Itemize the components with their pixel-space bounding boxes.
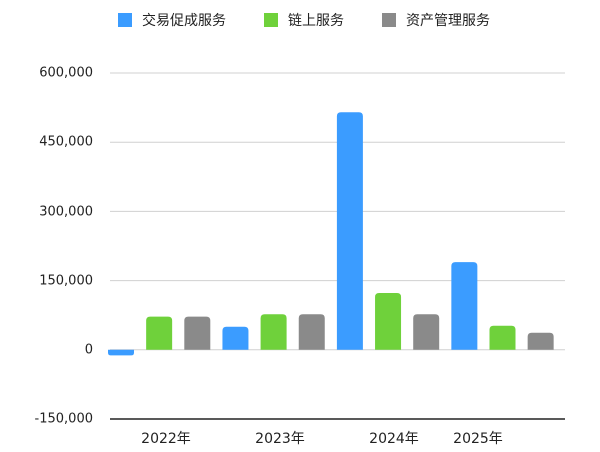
y-tick-label: 300,000 (39, 204, 93, 220)
legend-item-series-1: 交易促成服务 (118, 10, 226, 30)
legend-label-series-3: 资产管理服务 (406, 13, 490, 29)
bar-2-2 (260, 314, 287, 350)
y-tick-label: 150,000 (39, 273, 93, 289)
y-tick-label: 600,000 (39, 65, 93, 81)
bar-2-1 (146, 316, 173, 350)
bar-2-4 (489, 325, 516, 350)
legend-label-series-1: 交易促成服务 (142, 13, 226, 29)
x-tick-label: 2023年 (255, 431, 305, 447)
legend-item-series-3: 资产管理服务 (382, 10, 490, 30)
x-tick-label: 2025年 (453, 431, 503, 447)
x-tick-label: 2022年 (141, 431, 191, 447)
bar-1-2 (222, 326, 249, 350)
bar-1-4 (451, 262, 478, 350)
bar-3-3 (413, 314, 440, 350)
bar-3-2 (298, 314, 325, 350)
bar-3-1 (184, 316, 211, 350)
y-tick-label: 0 (84, 342, 93, 358)
bar-1-3 (336, 112, 363, 350)
legend-label-series-2: 链上服务 (288, 13, 344, 29)
bar-3-4 (527, 332, 554, 350)
legend-swatch-series-3 (382, 13, 396, 27)
y-tick-label: 450,000 (39, 134, 93, 150)
legend-swatch-series-2 (264, 13, 278, 27)
bar-2-3 (375, 293, 402, 350)
x-tick-label: 2024年 (369, 431, 419, 447)
legend-item-series-2: 链上服务 (264, 10, 344, 30)
chart-legend: 交易促成服务 链上服务 资产管理服务 (118, 10, 490, 30)
legend-swatch-series-1 (118, 13, 132, 27)
y-tick-label: -150,000 (34, 411, 93, 427)
bar-1-1 (108, 349, 134, 356)
